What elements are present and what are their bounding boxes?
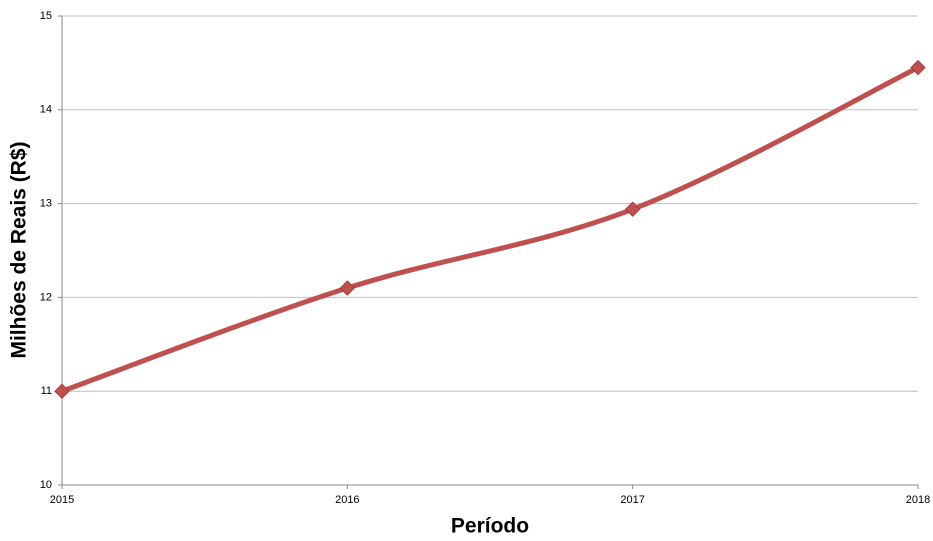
x-axis-title: Período	[451, 515, 529, 538]
y-tick-label: 10	[40, 479, 52, 491]
y-tick-label: 14	[40, 104, 52, 116]
y-tick-label: 12	[40, 291, 52, 303]
x-tick-label: 2017	[620, 494, 644, 506]
marker	[54, 383, 70, 399]
marker	[339, 280, 356, 296]
marker	[624, 201, 641, 217]
marker	[910, 59, 926, 76]
y-tick-label: 13	[40, 198, 52, 210]
y-tick-label: 11	[41, 385, 52, 397]
x-tick-label: 2016	[335, 494, 359, 506]
x-tick-label: 2018	[906, 494, 930, 506]
y-tick-label: 15	[40, 10, 52, 22]
x-tick-label: 2015	[50, 494, 74, 506]
line	[59, 65, 921, 394]
y-axis-title: Milhões de Reais (R$)	[8, 141, 31, 358]
